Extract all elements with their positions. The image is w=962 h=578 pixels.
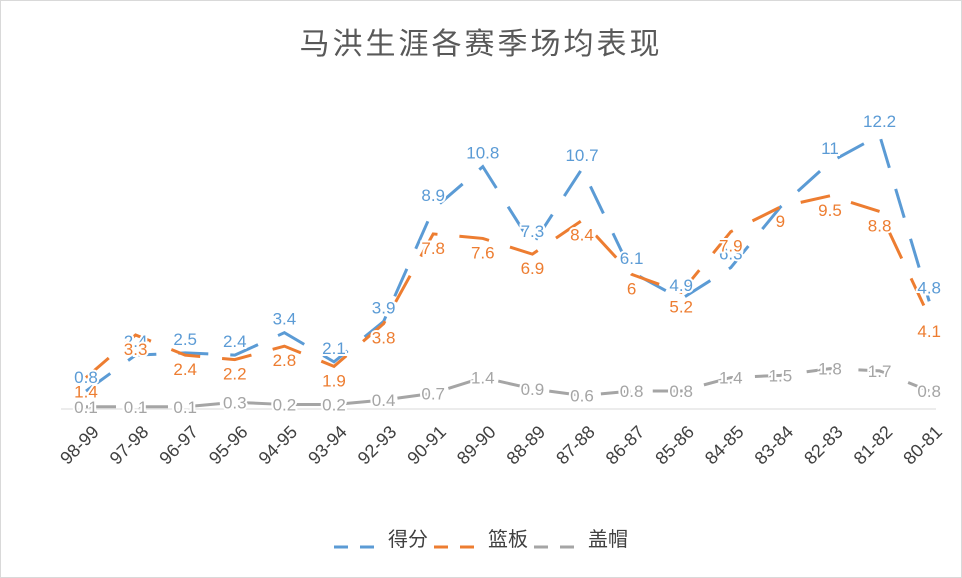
x-tick-label: 93-94	[304, 422, 351, 469]
data-label: 0.8	[917, 382, 941, 401]
x-tick-label: 95-96	[205, 422, 252, 469]
data-label: 6	[627, 279, 636, 298]
x-tick-label: 82-83	[800, 422, 847, 469]
x-tick-label: 88-89	[503, 422, 550, 469]
data-label: 1.4	[74, 383, 98, 402]
legend-item-1: 得分	[334, 523, 428, 552]
data-label: 3.9	[372, 298, 396, 317]
data-label: 1.7	[868, 362, 892, 381]
series-line-3	[86, 367, 930, 409]
data-label: 2.8	[273, 351, 297, 370]
data-label: 8.4	[570, 225, 594, 244]
data-label: 0.7	[421, 384, 445, 403]
data-label: 8.8	[868, 216, 892, 235]
x-tick-label: 85-86	[651, 422, 698, 469]
data-label: 7.8	[421, 239, 445, 258]
data-label: 0.8	[74, 368, 98, 387]
data-label: 1.4	[719, 369, 743, 388]
series-line-2	[85, 194, 931, 379]
data-label: 0.9	[521, 380, 545, 399]
x-tick-label: 81-82	[850, 422, 897, 469]
data-label: 0.1	[124, 398, 148, 417]
x-tick-label: 94-95	[255, 422, 302, 469]
x-tick-label: 90-91	[403, 422, 450, 469]
data-label: 4.8	[917, 278, 941, 297]
x-tick-label: 87-88	[552, 422, 599, 469]
data-label: 6.9	[521, 259, 545, 278]
x-tick-label: 83-84	[751, 422, 798, 469]
data-label: 0.2	[322, 396, 346, 415]
x-tick-label: 97-98	[106, 422, 153, 469]
data-label: 6.3	[719, 245, 743, 264]
data-label: 0.8	[620, 382, 644, 401]
legend-item-3: 盖帽	[534, 523, 628, 552]
x-tick-label: 96-97	[155, 422, 202, 469]
data-label: 0.1	[74, 398, 98, 417]
data-label: 0.3	[223, 393, 247, 412]
data-label: 0.8	[669, 382, 693, 401]
data-label: 1.9	[322, 371, 346, 390]
data-label: 1.5	[769, 366, 793, 385]
x-tick-label: 92-93	[354, 422, 401, 469]
chart-title: 马洪生涯各赛季场均表现	[299, 27, 663, 62]
data-label: 2.1	[322, 339, 346, 358]
data-label: 2.5	[173, 330, 197, 349]
data-label: 2.4	[223, 332, 247, 351]
data-label: 1.4	[471, 369, 495, 388]
data-label: 2.4	[173, 360, 197, 379]
legend-label: 盖帽	[588, 527, 628, 551]
x-tick-label: 98-99	[56, 422, 103, 469]
legend-swatch	[334, 533, 382, 548]
data-label: 0.2	[273, 396, 297, 415]
data-label: 8.9	[421, 186, 445, 205]
line-chart: 98-99 97-98 96-97 95-96 94-95 93-94 92-93 90-91…	[56, 110, 946, 469]
data-label: 11	[821, 139, 839, 158]
data-label: 0.1	[173, 398, 197, 417]
legend-label: 得分	[388, 527, 428, 551]
x-tick-label: 80-81	[899, 422, 946, 469]
data-label: 3.8	[372, 329, 396, 348]
data-label: 10.7	[565, 146, 598, 165]
x-tick-label: 89-90	[453, 422, 500, 469]
data-label: 2.4	[124, 332, 148, 351]
data-label: 12.2	[863, 112, 896, 131]
legend-item-2: 篮板	[434, 523, 528, 552]
data-label: 3.4	[273, 310, 297, 329]
data-label: 0.4	[372, 391, 396, 410]
data-label: 3.3	[124, 340, 148, 359]
data-label: 5.2	[669, 297, 693, 316]
legend-label: 篮板	[488, 527, 528, 551]
data-label: 4.9	[669, 276, 693, 295]
legend: 得分 篮板 盖帽	[1, 523, 961, 552]
data-label: 2.2	[223, 365, 247, 384]
data-label: 9.5	[818, 201, 842, 220]
data-label: 7.3	[521, 222, 545, 241]
legend-swatch	[434, 533, 482, 548]
x-tick-label: 84-85	[701, 422, 748, 469]
data-label: 10.8	[466, 144, 499, 163]
data-label: 7.6	[471, 243, 495, 262]
data-label: 6.1	[620, 249, 644, 268]
data-label: 0.6	[570, 387, 594, 406]
data-label: 7.9	[719, 237, 743, 256]
data-label: 1.8	[818, 360, 842, 379]
x-tick-label: 86-87	[602, 422, 649, 469]
legend-swatch	[534, 533, 582, 548]
series-line-1	[85, 132, 931, 393]
data-label: 9	[776, 212, 785, 231]
data-label: 4.1	[917, 322, 941, 341]
